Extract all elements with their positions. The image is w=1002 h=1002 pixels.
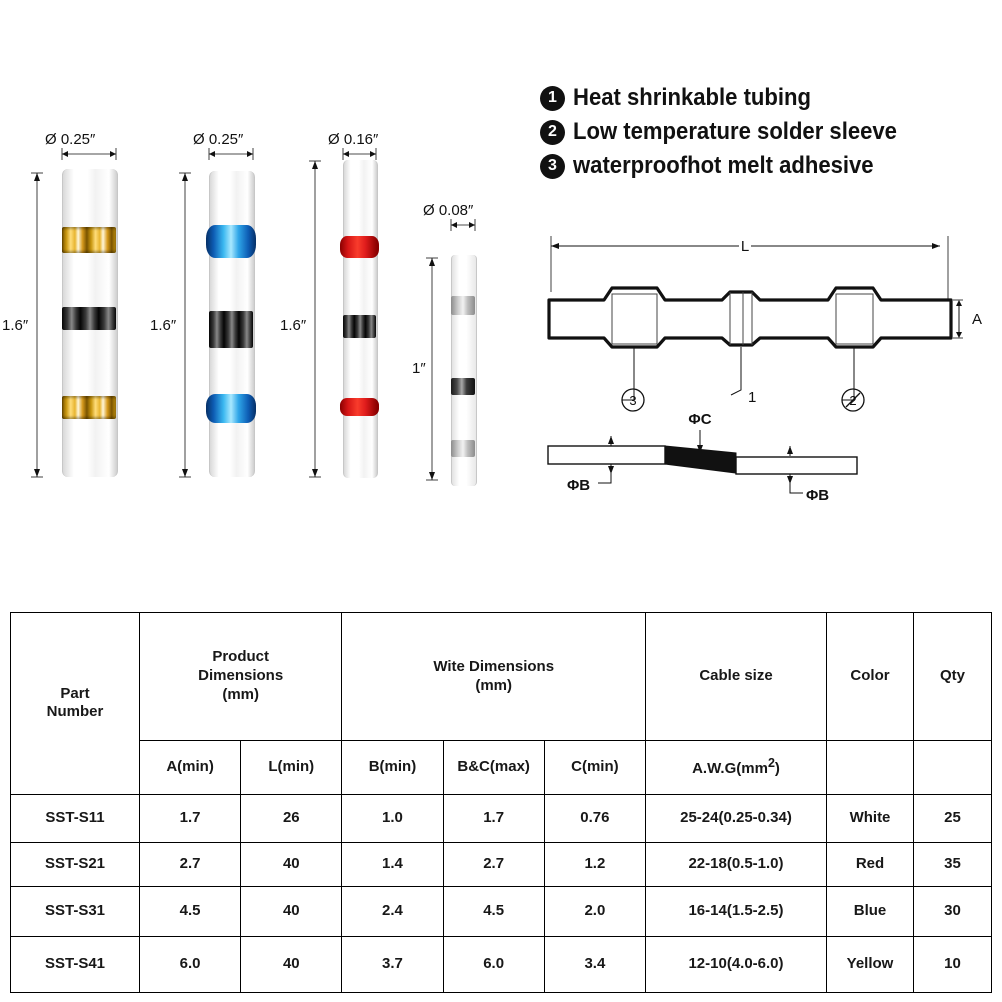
svg-text:1: 1 [748, 389, 756, 406]
svg-text:L: L [741, 238, 749, 255]
svg-text:A: A [972, 311, 982, 328]
svg-text:ΦB: ΦB [806, 487, 829, 504]
svg-text:3: 3 [629, 393, 636, 408]
svg-text:ΦC: ΦC [688, 411, 711, 428]
svg-text:2: 2 [849, 393, 856, 408]
svg-text:ΦB: ΦB [567, 477, 590, 494]
